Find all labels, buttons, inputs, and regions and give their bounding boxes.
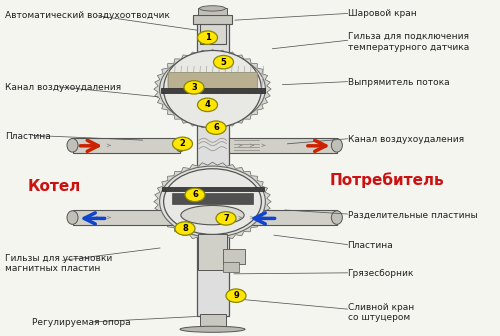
Ellipse shape [176,139,185,152]
Ellipse shape [164,169,262,235]
Circle shape [184,81,204,94]
Text: Автоматический воздухоотводчик: Автоматический воздухоотводчик [5,11,170,19]
Text: Грязесборник: Грязесборник [348,269,414,278]
Bar [72,138,180,153]
Text: Канал воздухоудаления: Канал воздухоудаления [5,83,121,92]
Circle shape [185,188,205,202]
Text: 1: 1 [204,33,210,42]
Bar [222,249,245,264]
Text: Котел: Котел [28,179,81,194]
Text: 7: 7 [223,214,229,223]
Polygon shape [154,162,271,241]
Text: Выпрямитель потока: Выпрямитель потока [348,78,449,87]
Text: 6: 6 [192,191,198,199]
Bar [193,15,232,24]
Ellipse shape [332,211,342,224]
Ellipse shape [67,211,78,224]
Text: 3: 3 [191,83,197,92]
Circle shape [216,212,236,225]
Bar [229,138,337,153]
Circle shape [172,137,193,151]
Text: Регулируемая опора: Регулируемая опора [32,318,131,327]
Bar [161,88,264,93]
Bar [196,17,229,316]
Circle shape [214,55,234,69]
Text: Сливной кран
со штуцером: Сливной кран со штуцером [348,303,414,322]
Ellipse shape [332,138,342,152]
Circle shape [206,121,226,134]
Circle shape [198,98,218,112]
Ellipse shape [164,50,262,128]
Bar [72,210,180,225]
Text: Канал воздухоудаления: Канал воздухоудаления [348,135,464,144]
Text: 2: 2 [180,139,186,148]
Text: Шаровой кран: Шаровой кран [348,9,416,18]
Polygon shape [154,50,271,128]
Circle shape [160,166,266,237]
Bar [198,234,228,270]
Ellipse shape [200,6,226,11]
Text: 4: 4 [204,100,210,109]
Polygon shape [168,72,258,89]
Text: Гильзы для установки
магнитных пластин: Гильзы для установки магнитных пластин [5,254,112,274]
Circle shape [226,289,246,302]
Ellipse shape [181,206,244,225]
Polygon shape [172,193,252,204]
Circle shape [175,222,195,235]
Text: 5: 5 [220,58,226,67]
Circle shape [198,31,218,44]
Text: 8: 8 [182,224,188,233]
Text: Пластина: Пластина [348,241,393,250]
Bar [200,314,226,329]
Ellipse shape [180,326,245,332]
Text: Гильза для подключения
температурного датчика: Гильза для подключения температурного да… [348,32,469,52]
Bar [229,210,337,225]
Bar [162,187,264,191]
Text: Разделительные пластины: Разделительные пластины [348,211,477,219]
Bar [200,24,226,44]
Text: Потребитель: Потребитель [330,172,444,187]
Circle shape [160,53,266,125]
Text: 6: 6 [213,123,219,132]
Bar [222,262,239,272]
Text: 9: 9 [233,291,239,300]
Bar [198,8,228,15]
Text: Пластина: Пластина [5,132,51,140]
Ellipse shape [67,138,78,152]
